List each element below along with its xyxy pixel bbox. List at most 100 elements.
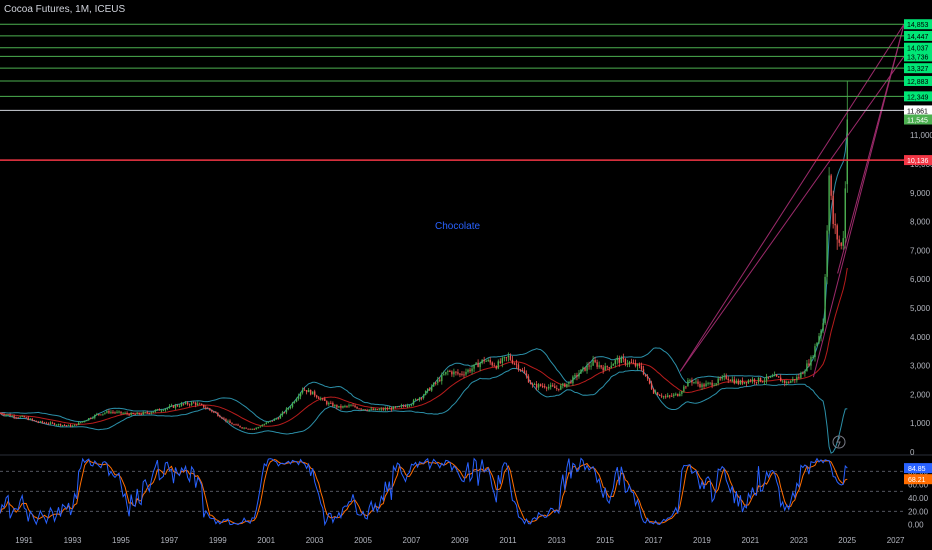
candle-body	[838, 239, 840, 243]
candle-body	[705, 383, 707, 387]
candle-body	[550, 385, 552, 387]
main-price-pane	[0, 23, 905, 454]
candle-body	[186, 402, 189, 405]
moving-average-line	[0, 267, 848, 427]
time-tick-label: 2011	[499, 536, 517, 545]
candle-body	[669, 395, 671, 397]
candle-body	[316, 395, 318, 398]
candle-body	[588, 365, 590, 367]
time-tick-label: 2025	[838, 536, 856, 545]
candle-body	[824, 276, 826, 324]
candle-body	[743, 381, 746, 384]
candle-body	[348, 405, 350, 407]
candle-body	[227, 420, 229, 422]
candle-body	[481, 359, 483, 363]
candle-body	[219, 415, 221, 418]
candle-body	[545, 387, 548, 389]
candle-body	[810, 357, 812, 366]
candle-body	[215, 411, 217, 413]
candle-body	[305, 390, 308, 393]
axes: 0 1,000 2,000 3,000 4,000 5,000 6,000 7,000 8,00…	[0, 131, 932, 545]
trend-line	[679, 56, 905, 372]
candle-body	[566, 383, 568, 387]
candle-body	[654, 392, 657, 394]
candle-body	[404, 406, 407, 408]
candle-body	[7, 414, 9, 416]
candle-body	[802, 373, 804, 375]
candle-body	[632, 362, 635, 364]
candle-body	[350, 405, 352, 407]
candle-body	[128, 413, 130, 416]
candle-body	[836, 225, 838, 240]
candle-body	[507, 355, 510, 358]
candle-body	[685, 386, 687, 388]
stochastic-k-line	[0, 457, 848, 527]
time-tick-label: 1999	[209, 536, 227, 545]
candle-body	[65, 425, 68, 427]
candle-body	[636, 364, 639, 367]
candle-body	[616, 357, 619, 361]
candle-body	[156, 409, 159, 411]
candle-body	[324, 398, 326, 402]
level-badge	[904, 19, 932, 30]
candle-body	[725, 375, 727, 379]
candle-body	[43, 422, 46, 424]
lightning-icon	[836, 436, 841, 448]
candle-body	[693, 381, 695, 383]
candle-body	[775, 374, 778, 377]
candle-body	[138, 412, 140, 415]
candle-body	[211, 409, 213, 412]
candle-body	[574, 374, 576, 377]
candle-body	[501, 358, 504, 363]
candle-body	[13, 415, 15, 418]
oscillator-tick-label: 0.00	[908, 521, 924, 530]
price-tick-label: 9,000	[910, 189, 931, 198]
candle-body	[683, 386, 685, 392]
candle-body	[3, 414, 5, 416]
candle-body	[606, 366, 608, 368]
candle-body	[69, 424, 72, 427]
candle-body	[311, 391, 314, 395]
time-tick-label: 1991	[15, 536, 33, 545]
candle-body	[273, 418, 276, 421]
candle-body	[88, 418, 90, 421]
candle-body	[1, 413, 3, 415]
candle-body	[257, 427, 259, 429]
candle-body	[445, 371, 447, 375]
candle-body	[483, 359, 485, 362]
candle-body	[190, 402, 193, 405]
candle-body	[713, 385, 715, 387]
candle-body	[217, 412, 219, 416]
candle-body	[213, 411, 215, 413]
candle-body	[594, 360, 596, 363]
candle-body	[221, 417, 223, 419]
candle-body	[285, 408, 288, 413]
candle-body	[753, 379, 756, 382]
candle-body	[275, 418, 278, 420]
oscillator-value-badge	[904, 463, 932, 474]
candle-body	[15, 417, 17, 419]
candle-body	[757, 377, 760, 383]
candle-body	[281, 412, 284, 416]
candle-body	[794, 379, 796, 381]
candle-body	[134, 414, 136, 416]
candle-body	[279, 415, 282, 419]
candle-body	[203, 404, 205, 408]
candle-body	[55, 424, 58, 426]
candle-body	[326, 401, 328, 405]
candle-body	[493, 365, 495, 367]
candle-body	[233, 424, 235, 426]
candle-body	[384, 408, 387, 410]
candle-body	[461, 373, 463, 375]
candle-body	[529, 382, 532, 385]
candle-body	[779, 377, 782, 382]
candle-body	[372, 408, 374, 410]
candle-body	[196, 403, 199, 405]
candle-body	[796, 377, 798, 381]
candle-body	[297, 396, 300, 399]
candle-body	[784, 380, 786, 384]
candle-body	[467, 369, 469, 372]
candle-body	[364, 409, 366, 411]
candle-body	[463, 374, 465, 376]
